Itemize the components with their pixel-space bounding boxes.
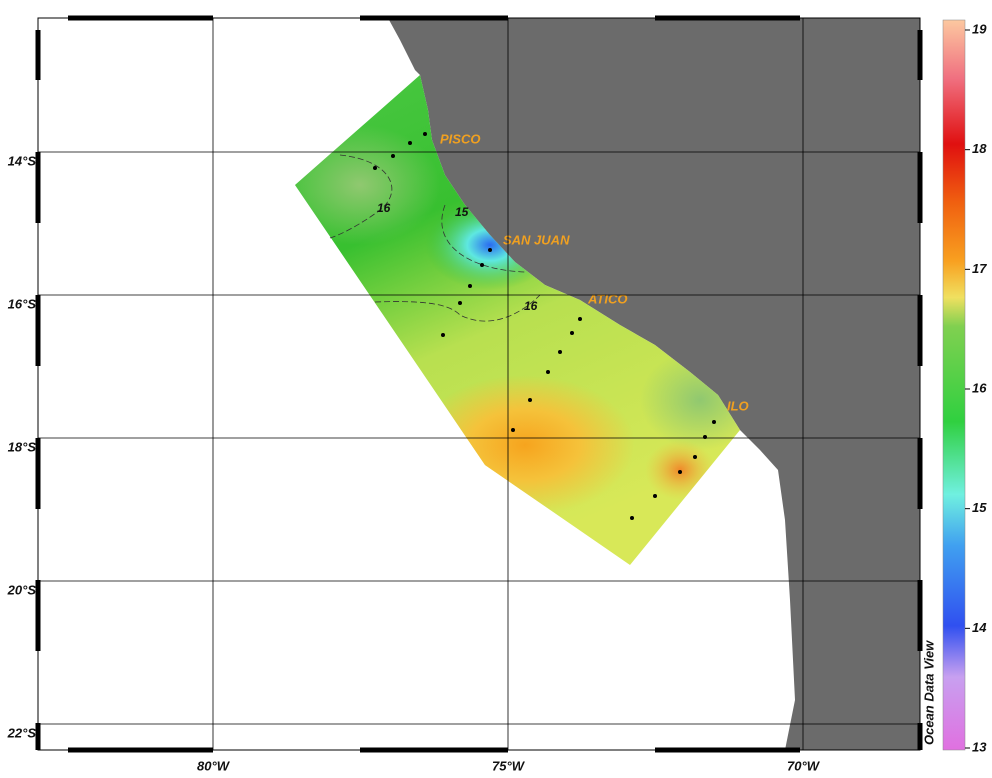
map-area xyxy=(295,18,920,750)
lon-tick-label: 80°W xyxy=(197,758,231,773)
colorbar-tick-label: 17 xyxy=(972,261,987,276)
contour-label: 16 xyxy=(377,201,391,215)
lat-tick-label: 16°S xyxy=(8,296,37,311)
place-label: SAN JUAN xyxy=(503,232,570,247)
land xyxy=(388,18,920,750)
colorbar-tick-label: 18 xyxy=(972,141,987,156)
colorbar-label: Ocean Data View xyxy=(921,640,936,745)
place-label: ATICO xyxy=(587,291,627,306)
colorbar xyxy=(942,19,966,751)
lat-tick-label: 18°S xyxy=(8,439,37,454)
lon-tick-label: 75°W xyxy=(492,758,526,773)
colorbar-tick-label: 16 xyxy=(972,380,987,395)
contour-label: 15 xyxy=(455,205,469,219)
colorbar-tick-label: 14 xyxy=(972,620,987,635)
colorbar-tick-label: 13 xyxy=(972,739,987,754)
colorbar-tick-label: 19 xyxy=(972,21,987,36)
lat-tick-label: 22°S xyxy=(7,725,37,740)
lon-tick-label: 70°W xyxy=(787,758,821,773)
place-label: ILO xyxy=(727,398,749,413)
lat-tick-label: 14°S xyxy=(8,153,37,168)
colorbar-tick-label: 15 xyxy=(972,500,987,515)
contours xyxy=(329,154,541,322)
lat-tick-label: 20°S xyxy=(7,582,37,597)
contour-label: 16 xyxy=(524,299,538,313)
place-label: PISCO xyxy=(440,131,480,146)
stations xyxy=(373,132,716,520)
